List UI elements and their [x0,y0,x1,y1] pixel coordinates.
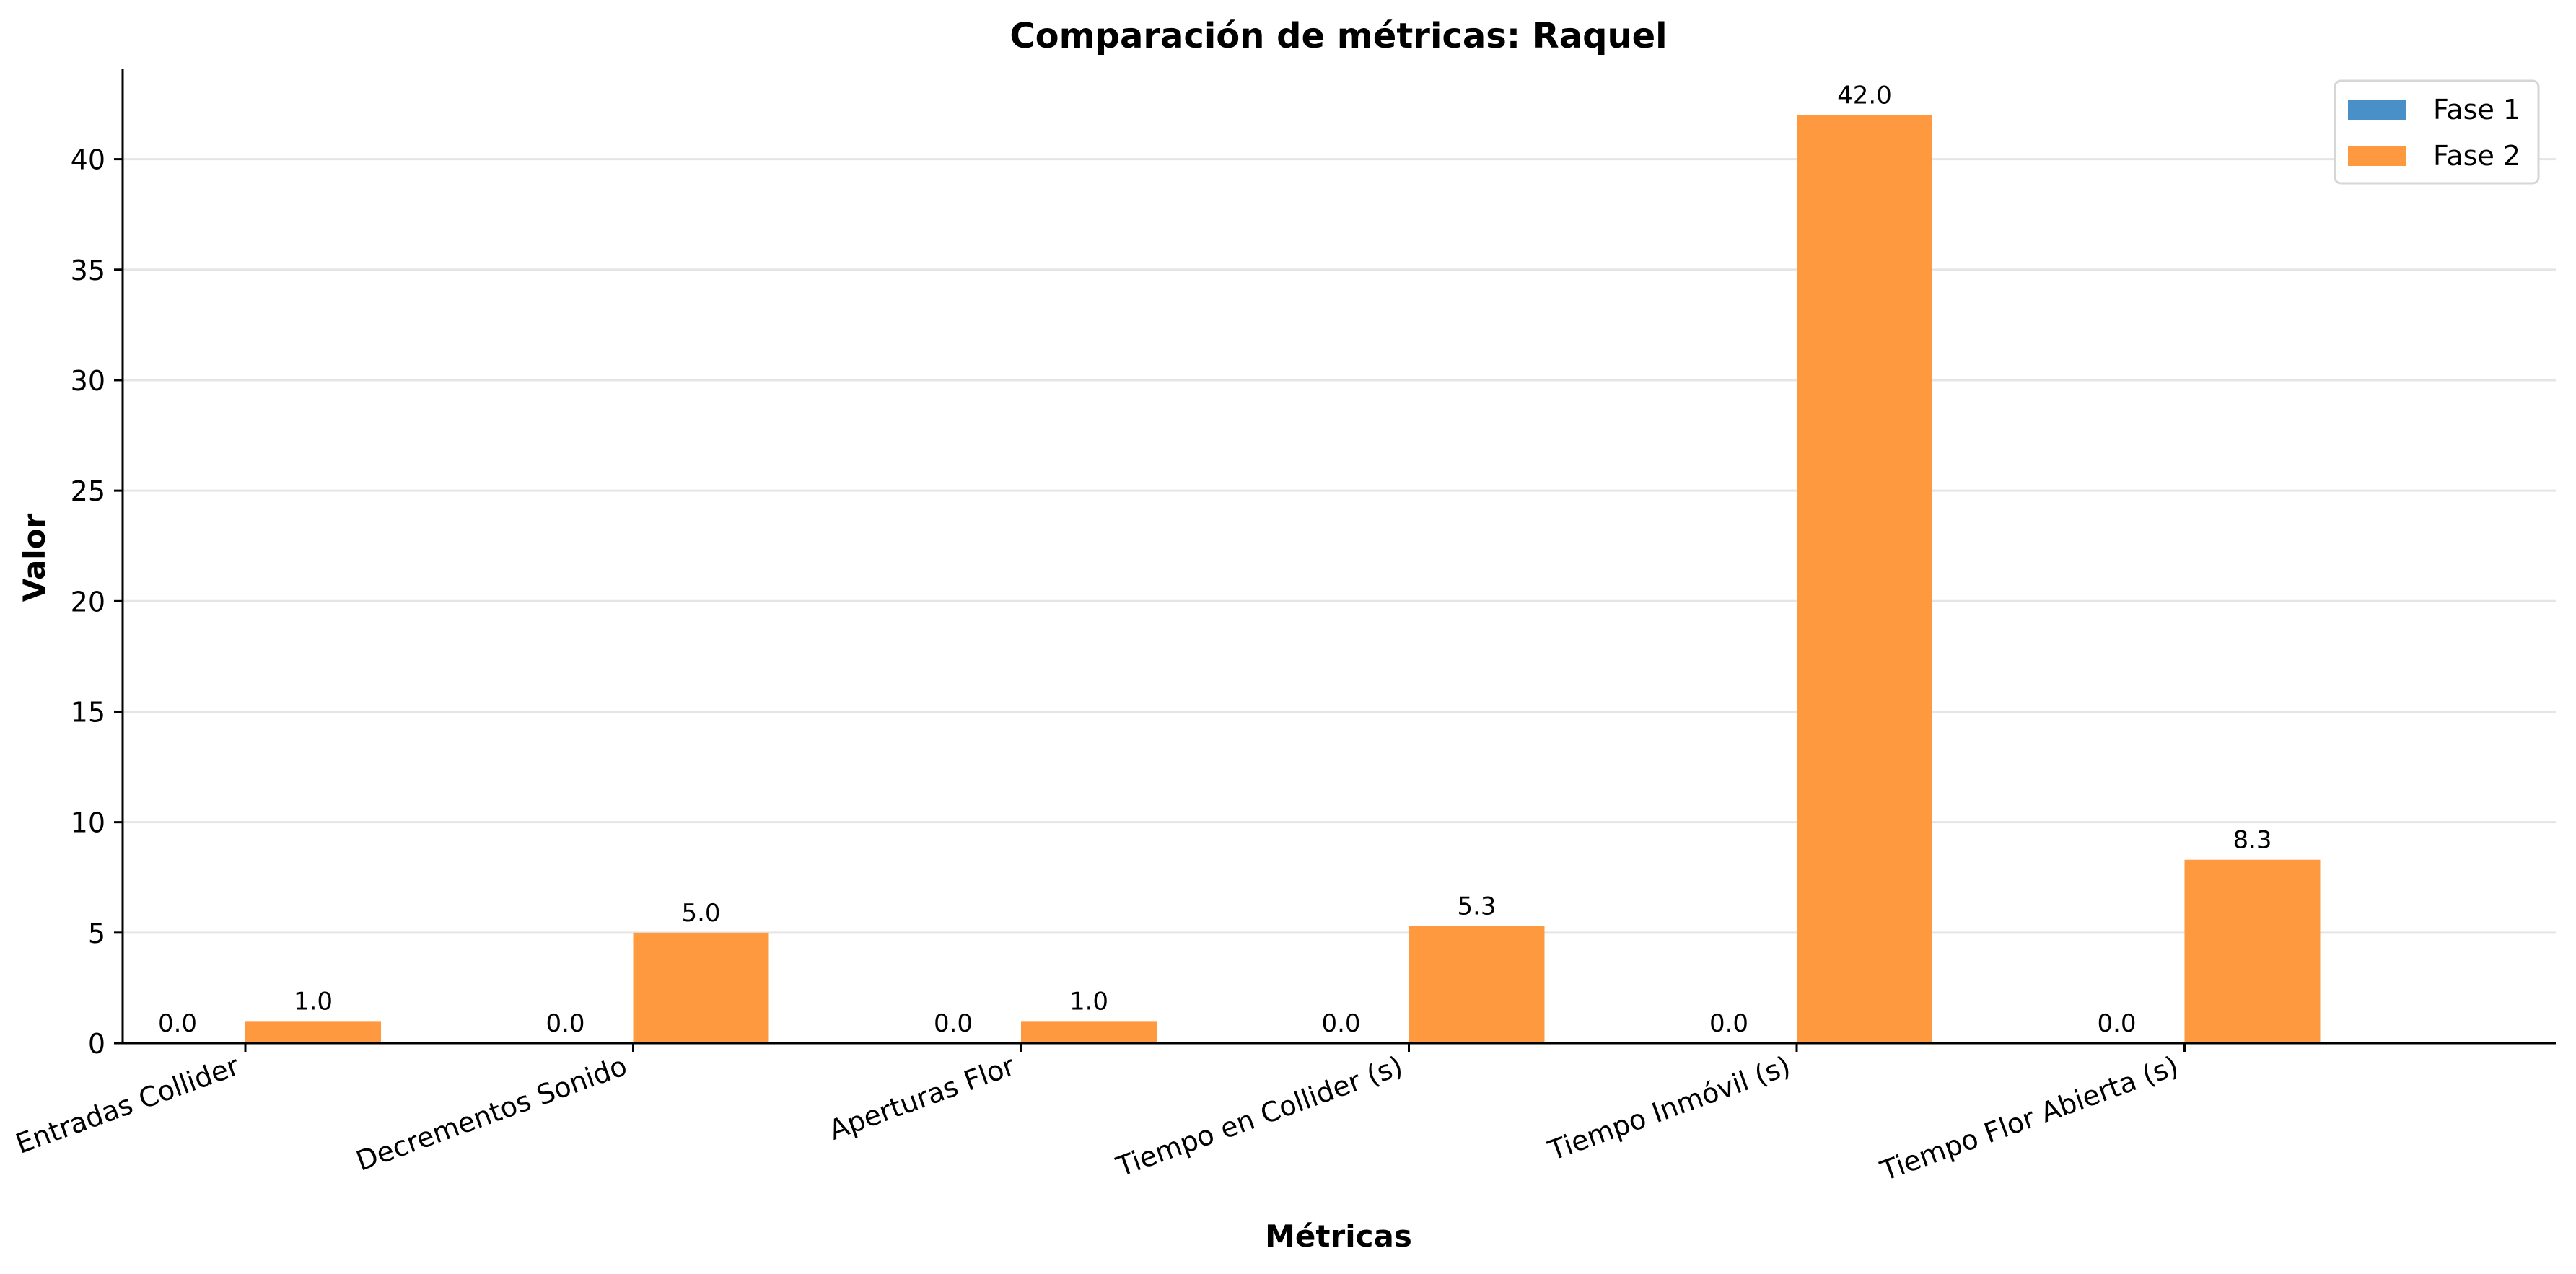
x-tick-label: Aperturas Flor [825,1050,1019,1146]
bar-value-label: 1.0 [294,987,333,1016]
x-tick-label: Tiempo Flor Abierta (s) [1876,1050,2183,1187]
legend: Fase 1 Fase 2 [2334,79,2540,185]
bars-layer [245,115,2321,1043]
bar-value-label: 5.0 [681,899,720,928]
value-labels-layer: 0.0 1.0 0.0 5.0 0.0 1.0 0.0 5.3 0.0 42.0 0.0 8.3 [158,81,2272,1038]
bar-value-label: 5.3 [1457,892,1496,921]
bar-fase-2 [633,932,769,1043]
bar-value-label: 0.0 [2097,1009,2136,1038]
bar-fase-2 [1409,926,1545,1043]
y-tick-label: 30 [71,365,105,397]
bar-fase-2 [1797,115,1932,1043]
y-tick-label: 25 [71,475,105,507]
y-tick-label: 20 [71,586,105,618]
bar-value-label: 8.3 [2233,826,2271,855]
bar-fase-2 [245,1021,381,1043]
legend-swatch [2348,100,2406,120]
y-tick-label: 5 [88,918,105,949]
bar-value-label: 0.0 [1709,1009,1748,1038]
y-tick-label: 40 [71,144,105,176]
legend-label: Fase 1 [2433,94,2520,126]
bar-value-label: 1.0 [1069,987,1108,1016]
axes-layer [121,69,2556,1045]
bar-value-label: 42.0 [1837,81,1892,110]
y-axis-label: Valor [17,513,52,602]
legend-label: Fase 2 [2433,140,2520,172]
bar-fase-2 [1021,1021,1157,1043]
x-tick-label: Entradas Collider [12,1050,244,1160]
bar-value-label: 0.0 [934,1009,973,1038]
x-axis-label: Métricas [1265,1218,1412,1254]
x-tick-label: Tiempo en Collider (s) [1112,1050,1407,1183]
bar-value-label: 0.0 [1321,1009,1360,1038]
y-tick-label: 35 [71,255,105,286]
bar-fase-2 [2184,859,2321,1043]
bar-value-label: 0.0 [158,1009,197,1038]
chart-title: Comparación de métricas: Raquel [1009,16,1667,56]
y-tick-label: 0 [88,1028,105,1060]
x-tick-label: Decrementos Sonido [352,1050,631,1177]
y-tick-label: 10 [71,807,105,839]
grid-layer [123,158,2556,934]
bar-value-label: 0.0 [546,1009,584,1038]
x-tick-label: Tiempo Inmóvil (s) [1543,1050,1795,1167]
y-tick-label: 15 [71,696,105,728]
legend-swatch [2348,146,2406,166]
